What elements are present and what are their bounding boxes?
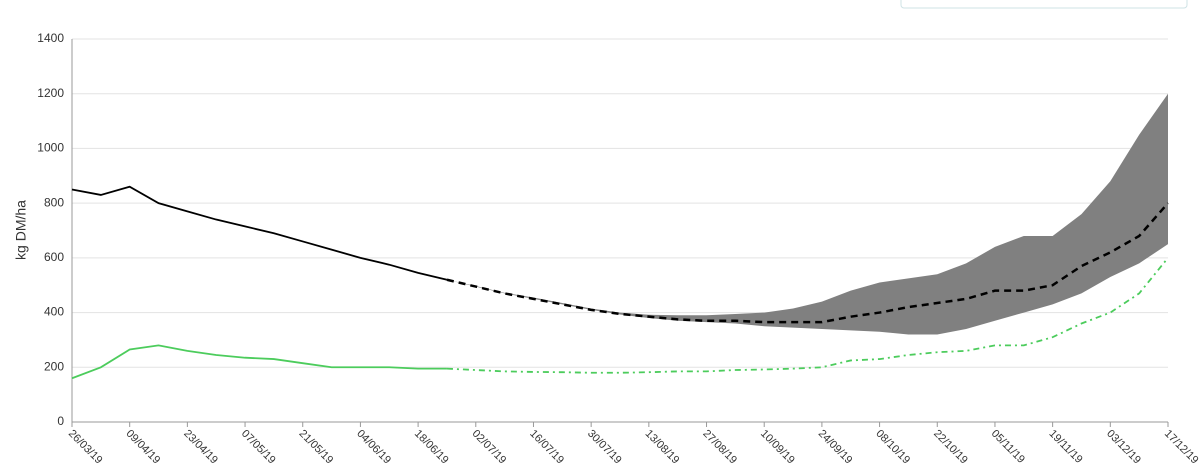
x-tick-label: 30/07/19 [585,428,624,467]
x-tick-label: 04/06/19 [354,428,393,467]
x-tick-label: 18/06/19 [412,428,451,467]
y-tick-label: 1400 [37,31,64,45]
y-tick-label: 800 [44,195,64,209]
y-tick-label: 400 [44,305,64,319]
x-tick-label: 22/10/19 [931,428,970,467]
series-line [71,185,448,281]
x-tick-label: 10/09/19 [758,428,797,467]
y-tick-label: 1200 [37,86,64,100]
x-tick-label: 26/03/19 [66,428,105,467]
series-line [446,202,1169,324]
y-axis-label: kg DM/ha [13,200,29,260]
x-tick-label: 07/05/19 [239,428,278,467]
series-line [71,344,447,380]
x-tick-label: 23/04/19 [181,428,220,467]
y-tick-label: 1000 [37,141,64,155]
x-tick-label: 24/09/19 [816,428,855,467]
x-tick-label: 19/11/19 [1046,428,1084,466]
x-tick-label: 09/04/19 [124,428,163,467]
y-tick-label: 600 [44,250,64,264]
x-tick-label: 02/07/19 [470,428,509,467]
x-tick-label: 21/05/19 [297,428,336,467]
legend-box [900,0,1188,9]
x-tick-label: 13/08/19 [643,428,682,467]
x-tick-label: 27/08/19 [700,428,739,467]
x-tick-label: 08/10/19 [873,428,912,467]
x-tick-label: 16/07/19 [527,428,566,467]
series-line [446,257,1169,374]
y-tick-label: 0 [57,414,64,428]
x-tick-label: 17/12/19 [1162,428,1200,467]
x-tick-label: 03/12/19 [1104,428,1143,467]
forecast-band [446,93,1168,335]
y-tick-label: 200 [44,359,64,373]
x-tick-label: 05/11/19 [989,428,1027,466]
